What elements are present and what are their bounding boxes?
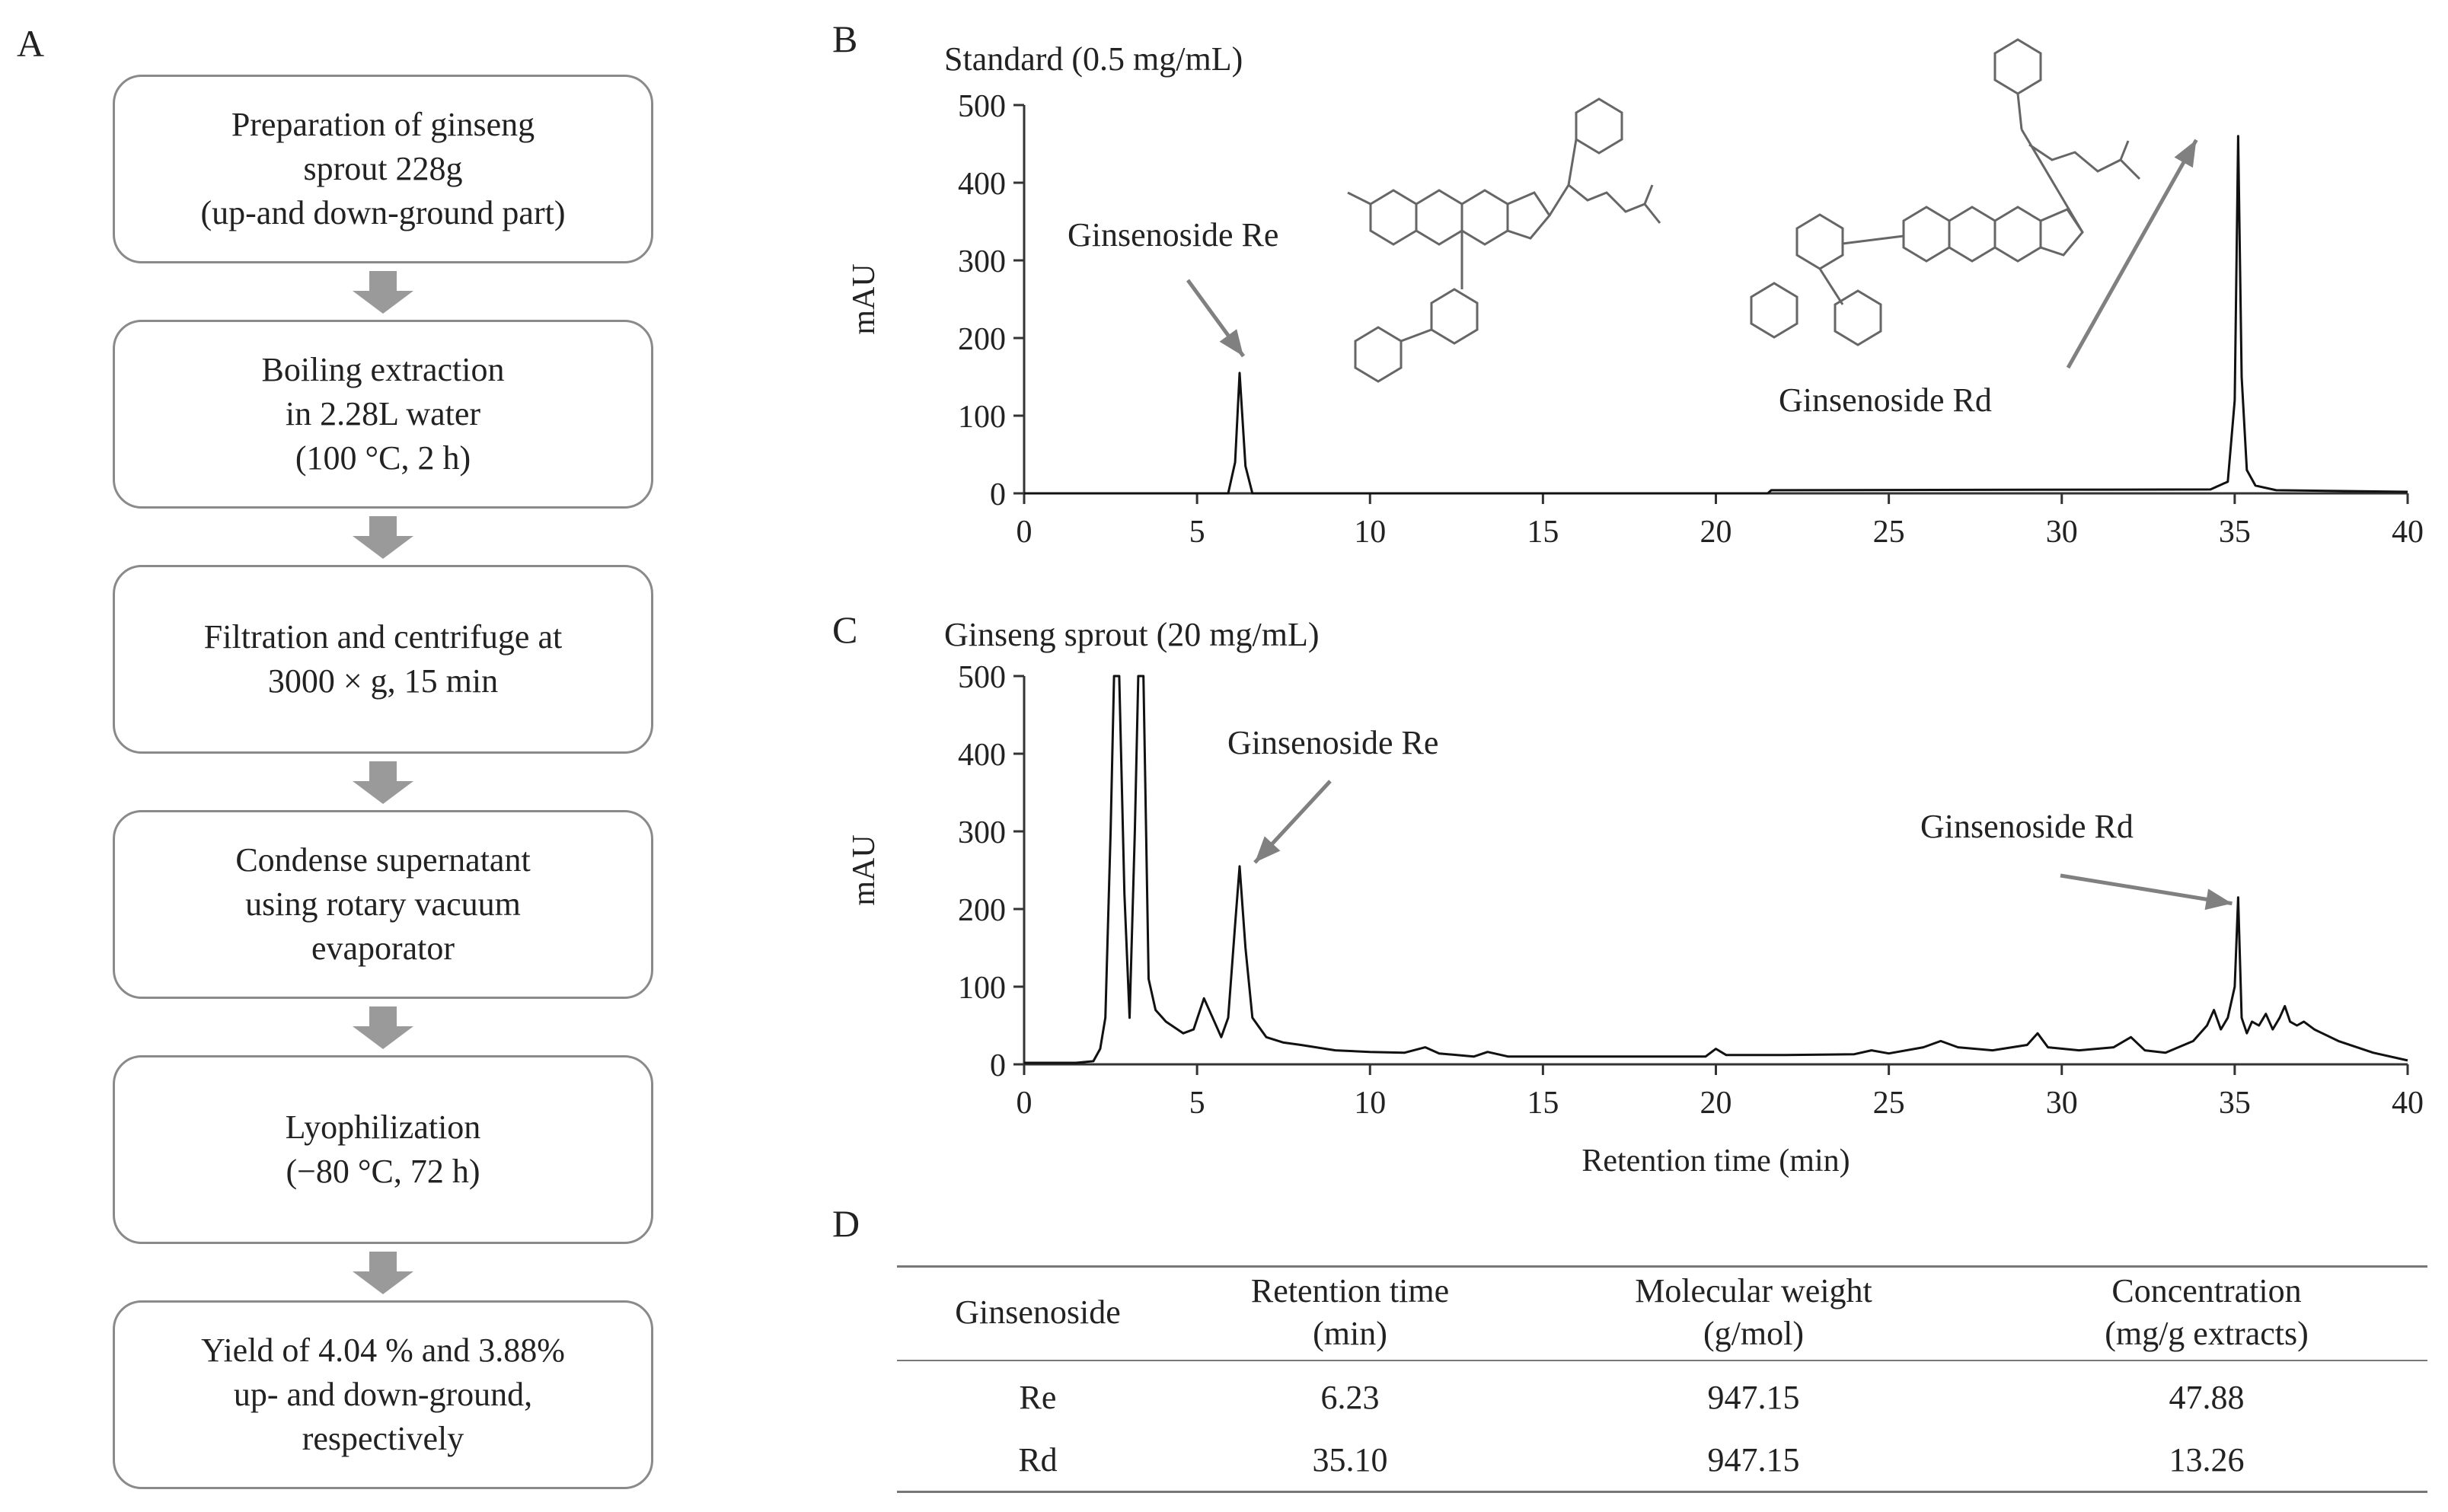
peak-annotation-label: Ginsenoside Re xyxy=(1227,724,1438,761)
panel-label-b: B xyxy=(832,18,858,60)
chromatogram-series-line xyxy=(1024,675,2408,1064)
annotation-arrow-head xyxy=(2204,888,2233,911)
x-tick-label: 30 xyxy=(2046,515,2078,550)
y-tick-label: 200 xyxy=(958,322,1006,357)
y-tick-label: 0 xyxy=(990,477,1006,512)
x-tick-label: 15 xyxy=(1527,515,1559,550)
table-cell: 13.26 xyxy=(2169,1441,2245,1479)
column-header-molecular-weight: Molecular weight (g/mol) xyxy=(1635,1272,1872,1352)
table-cell: Re xyxy=(1019,1379,1057,1416)
table-cell: 47.88 xyxy=(2169,1379,2245,1416)
table-cell: Rd xyxy=(1018,1441,1058,1479)
down-arrow-icon xyxy=(353,1006,413,1049)
flow-step-lyophilization: Lyophilization (−80 °C, 72 h) xyxy=(113,1055,653,1244)
x-tick-label: 40 xyxy=(2392,515,2424,550)
table-header-rule xyxy=(897,1360,2427,1361)
panel-label-a: A xyxy=(17,22,45,65)
table-top-rule xyxy=(897,1265,2427,1268)
y-tick-label: 200 xyxy=(958,893,1006,928)
annotation-arrow-line xyxy=(2066,139,2198,369)
x-tick-label: 30 xyxy=(2046,1086,2078,1121)
x-tick-label: 10 xyxy=(1354,1086,1386,1121)
peak-annotation-label: Ginsenoside Rd xyxy=(1920,808,2134,845)
column-header-concentration: Concentration (mg/g extracts) xyxy=(2105,1272,2309,1352)
y-axis-label: mAU xyxy=(847,263,882,334)
annotation-arrow-head xyxy=(2174,139,2197,168)
x-axis-label: Retention time (min) xyxy=(1581,1144,1850,1179)
column-header-ginsenoside: Ginsenoside xyxy=(955,1293,1121,1331)
chromatogram-standard: 0 100 200 300 400 500 0 5 10 15 20 25 30 35 40 mAU Ginse… xyxy=(847,89,2424,550)
chromatogram-ginseng-sprout: 0 100 200 300 400 500 0 5 10 15 20 25 30 35 40 mAU Reten… xyxy=(847,660,2424,1179)
column-header-retention-time: Retention time (min) xyxy=(1250,1272,1450,1352)
ginsenoside-rd-structure-icon xyxy=(1750,38,2141,346)
x-tick-label: 10 xyxy=(1354,515,1386,550)
y-tick-label: 500 xyxy=(958,660,1006,695)
y-tick-label: 100 xyxy=(958,971,1006,1006)
x-tick-label: 20 xyxy=(1700,515,1732,550)
x-tick-label: 0 xyxy=(1017,515,1033,550)
x-tick-label: 5 xyxy=(1189,515,1205,550)
table-cell: 6.23 xyxy=(1320,1379,1380,1416)
table-cell: 947.15 xyxy=(1707,1379,1800,1416)
flow-step-preparation: Preparation of ginseng sprout 228g (up-a… xyxy=(113,75,653,263)
y-tick-label: 100 xyxy=(958,400,1006,435)
table-cell: 35.10 xyxy=(1312,1441,1388,1479)
chart-b-title: Standard (0.5 mg/mL) xyxy=(944,40,1243,78)
y-tick-label: 0 xyxy=(990,1048,1006,1083)
panel-label-d: D xyxy=(832,1202,860,1245)
peak-annotation-label: Ginsenoside Re xyxy=(1068,216,1278,254)
peak-annotation-label: Ginsenoside Rd xyxy=(1779,381,1992,419)
x-tick-label: 25 xyxy=(1873,515,1905,550)
annotation-arrow-head xyxy=(1219,329,1243,356)
x-tick-label: 35 xyxy=(2219,515,2251,550)
x-tick-label: 15 xyxy=(1527,1086,1559,1121)
y-tick-label: 500 xyxy=(958,89,1006,124)
flow-step-filtration: Filtration and centrifuge at 3000 × g, 1… xyxy=(113,565,653,754)
flow-step-yield: Yield of 4.04 % and 3.88% up- and down-g… xyxy=(113,1300,653,1489)
down-arrow-icon xyxy=(353,1252,413,1294)
x-tick-label: 0 xyxy=(1017,1086,1033,1121)
y-tick-label: 300 xyxy=(958,244,1006,279)
annotation-arrow-head xyxy=(1255,836,1281,863)
down-arrow-icon xyxy=(353,516,413,559)
x-tick-label: 25 xyxy=(1873,1086,1905,1121)
y-axis-label: mAU xyxy=(847,834,882,905)
ginsenoside-re-structure-icon xyxy=(1347,97,1661,383)
flow-step-boiling-extraction: Boiling extraction in 2.28L water (100 °… xyxy=(113,320,653,509)
x-tick-label: 5 xyxy=(1189,1086,1205,1121)
down-arrow-icon xyxy=(353,271,413,314)
chart-c-title: Ginseng sprout (20 mg/mL) xyxy=(944,616,1320,653)
x-tick-label: 20 xyxy=(1700,1086,1732,1121)
y-tick-label: 400 xyxy=(958,167,1006,202)
y-tick-label: 300 xyxy=(958,815,1006,850)
x-tick-label: 40 xyxy=(2392,1086,2424,1121)
x-tick-label: 35 xyxy=(2219,1086,2251,1121)
flow-step-condense: Condense supernatant using rotary vacuum… xyxy=(113,810,653,999)
chromatogram-series-line xyxy=(1024,135,2408,495)
y-tick-label: 400 xyxy=(958,738,1006,773)
down-arrow-icon xyxy=(353,761,413,804)
table-bottom-rule xyxy=(897,1491,2427,1493)
annotation-arrow-line xyxy=(2060,873,2233,906)
table-cell: 947.15 xyxy=(1707,1441,1800,1479)
panel-label-c: C xyxy=(832,608,858,651)
